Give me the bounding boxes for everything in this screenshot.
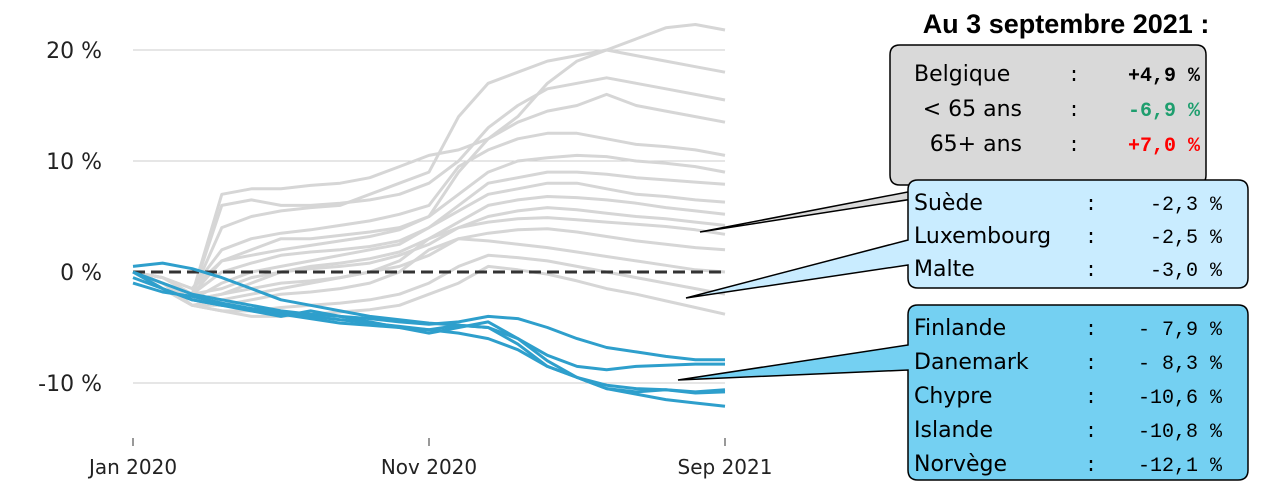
callout-group-a-shape xyxy=(685,179,1249,299)
series-line-background xyxy=(132,48,726,296)
row-name: 65+ ans xyxy=(930,132,1022,157)
series-line-background xyxy=(132,253,726,313)
callout-belgium-rows: Belgique: +4,9 % < 65 ans: -6,9 % 65+ ans: +7… xyxy=(914,62,1201,158)
y-axis: 20 % 10 % 0 % -10 % xyxy=(38,39,102,397)
series-line-background xyxy=(132,227,726,302)
series-line-background xyxy=(132,131,726,291)
row-separator: : xyxy=(1085,194,1097,217)
row-value: +4,9 % xyxy=(1128,65,1201,88)
series-line-background xyxy=(132,23,726,296)
row-name: < 65 ans xyxy=(923,97,1022,122)
series-line-highlight xyxy=(132,270,726,395)
row-separator: : xyxy=(1085,353,1097,376)
callout-belgium-shape xyxy=(699,44,1207,233)
row-separator: : xyxy=(1085,421,1097,444)
row-separator: : xyxy=(1085,455,1097,478)
series-line-background xyxy=(132,206,726,302)
row-name: Norvège xyxy=(914,452,1007,477)
callout-group-b: Finlande: - 7,9 % Danemark: - 8,3 % Chypre: -… xyxy=(677,304,1249,481)
row-value: - 8,3 % xyxy=(1138,353,1223,376)
callout-group-a-rows: Suède: -2,3 % Luxembourg: -2,5 % Malte: -3,0 … xyxy=(914,191,1223,283)
row-name: Danemark xyxy=(914,350,1029,375)
x-axis: Jan 2020 Nov 2020 Sep 2021 xyxy=(87,438,773,479)
y-tick-label: 20 % xyxy=(46,39,102,64)
x-tick-label: Nov 2020 xyxy=(381,455,477,479)
row-value: -12,1 % xyxy=(1138,455,1223,478)
row-separator: : xyxy=(1068,100,1080,123)
series-line-background xyxy=(132,153,726,296)
row-value: -10,8 % xyxy=(1138,421,1223,444)
row-name: Islande xyxy=(914,418,993,443)
y-tick-label: 10 % xyxy=(46,150,102,175)
y-tick-label: 0 % xyxy=(60,261,102,286)
row-value: -10,6 % xyxy=(1138,387,1223,410)
row-separator: : xyxy=(1085,227,1097,250)
row-name: Suède xyxy=(914,191,983,216)
row-value: +7,0 % xyxy=(1128,135,1201,158)
callout-group-a: Suède: -2,3 % Luxembourg: -2,5 % Malte: -3,0 … xyxy=(685,179,1249,299)
series-line-highlight xyxy=(132,270,725,362)
series-line-highlight xyxy=(132,261,725,372)
row-separator: : xyxy=(1085,387,1097,410)
x-tick-label: Jan 2020 xyxy=(87,455,177,479)
row-value: -3,0 % xyxy=(1150,260,1223,283)
heading: Au 3 septembre 2021 : xyxy=(923,9,1210,39)
row-separator: : xyxy=(1068,65,1080,88)
row-separator: : xyxy=(1085,260,1097,283)
row-value: -6,9 % xyxy=(1128,100,1201,123)
row-value: -2,5 % xyxy=(1150,227,1223,250)
y-tick-label: -10 % xyxy=(38,372,102,397)
x-tick-label: Sep 2021 xyxy=(678,455,773,479)
callout-group-b-rows: Finlande: - 7,9 % Danemark: - 8,3 % Chypre: -… xyxy=(914,316,1223,478)
row-name: Finlande xyxy=(914,316,1006,341)
row-value: - 7,9 % xyxy=(1138,319,1223,342)
series-line-background xyxy=(132,264,726,318)
row-name: Belgique xyxy=(914,62,1010,87)
series-line-background xyxy=(132,170,726,296)
row-separator: : xyxy=(1085,319,1097,342)
series-line-background xyxy=(132,76,726,296)
row-name: Luxembourg xyxy=(914,224,1051,249)
row-separator: : xyxy=(1068,135,1080,158)
series-line-background xyxy=(132,216,726,307)
series-line-highlight xyxy=(132,281,726,408)
callout-belgium: Belgique: +4,9 % < 65 ans: -6,9 % 65+ ans: +7… xyxy=(699,44,1207,233)
row-name: Malte xyxy=(914,257,975,282)
row-name: Chypre xyxy=(914,384,992,409)
row-value: -2,3 % xyxy=(1150,194,1223,217)
series-line-background xyxy=(132,181,726,302)
highlight-series xyxy=(132,261,726,408)
callout-group-b-shape xyxy=(677,304,1249,481)
